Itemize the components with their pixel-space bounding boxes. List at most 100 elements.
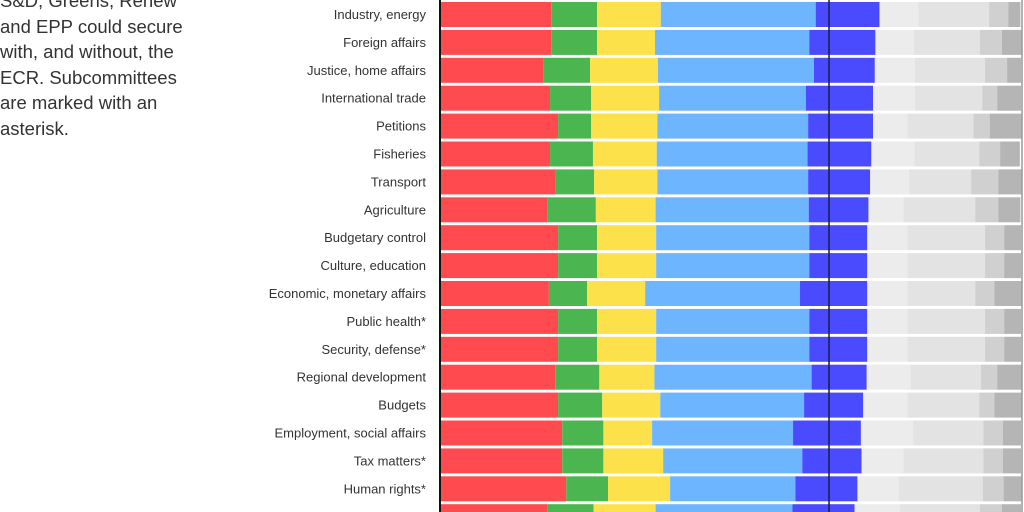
bar-segment-4	[657, 169, 809, 195]
bar-segment-2	[558, 253, 598, 279]
bar-segment-4	[657, 113, 809, 139]
bar-segment-4	[654, 364, 812, 390]
category-label: Human rights*	[344, 481, 426, 496]
bar-segment-8	[980, 364, 998, 390]
bar-segment-3	[603, 448, 664, 474]
bar-segment-6	[874, 57, 915, 83]
bar-segment-6	[867, 253, 908, 279]
bar-segment-3	[599, 364, 655, 390]
bar-segment-7	[913, 29, 980, 55]
bar-segment-5	[809, 225, 868, 251]
bar-segment-7	[909, 169, 972, 195]
bar-segment-9	[1004, 253, 1021, 279]
bar-segment-2	[550, 85, 592, 111]
category-label: Culture, education	[320, 258, 426, 273]
bar-segment-5	[805, 85, 874, 111]
bar-segment-2	[550, 141, 593, 167]
bar-segment-3	[608, 476, 671, 502]
bar-segment-9	[994, 392, 1022, 418]
bar-segment-3	[597, 29, 656, 55]
bar-segment-9	[1008, 2, 1021, 27]
bar-segment-5	[809, 29, 876, 55]
bar-segment-6	[866, 364, 911, 390]
bar-segment-8	[979, 504, 1002, 512]
bar-segment-1	[441, 253, 559, 279]
bar-segment-7	[907, 113, 974, 139]
bar-segment-4	[655, 504, 793, 512]
bar-segment-8	[985, 225, 1005, 251]
bar-segment-1	[441, 504, 548, 512]
bar-segment-3	[587, 281, 646, 306]
bar-segment-6	[867, 281, 908, 306]
bar-segment-8	[982, 476, 1004, 502]
bar-segment-3	[593, 504, 656, 512]
bar-segment-3	[597, 308, 657, 334]
bar-segment-9	[998, 169, 1022, 195]
bar-segment-1	[441, 2, 552, 27]
bar-segment-5	[800, 281, 868, 306]
bar-segment-5	[809, 336, 868, 362]
bar-segment-3	[591, 113, 658, 139]
bar-segment-7	[914, 57, 986, 83]
bar-segment-4	[656, 225, 810, 251]
bar-segment-2	[551, 2, 598, 27]
bar-segment-4	[660, 2, 816, 27]
bar-segment-5	[813, 57, 875, 83]
bar-segment-7	[918, 2, 990, 27]
bar-segment-1	[441, 476, 567, 502]
bar-segment-1	[441, 336, 559, 362]
bar-segment-4	[656, 253, 810, 279]
bar-segment-3	[594, 169, 658, 195]
bar-segment-4	[655, 197, 809, 223]
bar-segment-4	[656, 336, 810, 362]
bar-segment-6	[857, 476, 899, 502]
bar-segment-2	[555, 169, 595, 195]
bar-segment-2	[562, 448, 604, 474]
bar-segment-6	[860, 420, 914, 446]
bar-segment-4	[656, 308, 810, 334]
bar-segment-4	[652, 420, 794, 446]
bar-segment-1	[441, 57, 544, 83]
bar-segment-3	[597, 2, 661, 27]
bar-segment-7	[907, 336, 986, 362]
category-label: Justice, home affairs	[307, 63, 426, 78]
bar-segment-9	[1003, 476, 1022, 502]
category-label: Regional development	[297, 370, 427, 385]
bar-segment-6	[867, 308, 908, 334]
bar-segment-7	[907, 253, 986, 279]
category-label: Fisheries	[373, 147, 426, 162]
bar-segment-5	[808, 169, 871, 195]
bar-segment-5	[808, 113, 874, 139]
bar-segment-7	[903, 448, 984, 474]
bar-segment-7	[898, 476, 983, 502]
bar-segment-5	[815, 2, 880, 27]
bar-segment-2	[555, 364, 600, 390]
category-label: Security, defense*	[321, 342, 426, 357]
bar-segment-9	[1004, 336, 1021, 362]
bar-segment-9	[1000, 141, 1020, 167]
bar-segment-7	[907, 392, 980, 418]
bar-segment-2	[558, 113, 592, 139]
bar-segment-4	[659, 85, 806, 111]
intro-text: S&D, Greens, Renew and EPP could secure …	[0, 0, 183, 139]
bar-segment-7	[910, 364, 981, 390]
bar-segment-2	[547, 504, 594, 512]
bar-segment-8	[983, 420, 1004, 446]
bar-segment-9	[1004, 225, 1021, 251]
bar-segment-5	[792, 504, 855, 512]
bar-segment-1	[441, 85, 551, 111]
bar-segment-7	[907, 281, 976, 306]
bar-segment-6	[854, 504, 900, 512]
bar-segment-6	[873, 85, 915, 111]
bar-segment-4	[660, 392, 805, 418]
bar-segment-7	[903, 197, 976, 223]
category-label: Budgetary control	[324, 230, 426, 245]
bar-segment-1	[441, 281, 549, 306]
bar-segment-6	[875, 29, 914, 55]
bar-segment-6	[861, 448, 904, 474]
bar-segment-3	[590, 57, 658, 83]
bar-segment-1	[441, 29, 552, 55]
bar-segment-3	[603, 420, 653, 446]
bar-segment-1	[441, 308, 559, 334]
